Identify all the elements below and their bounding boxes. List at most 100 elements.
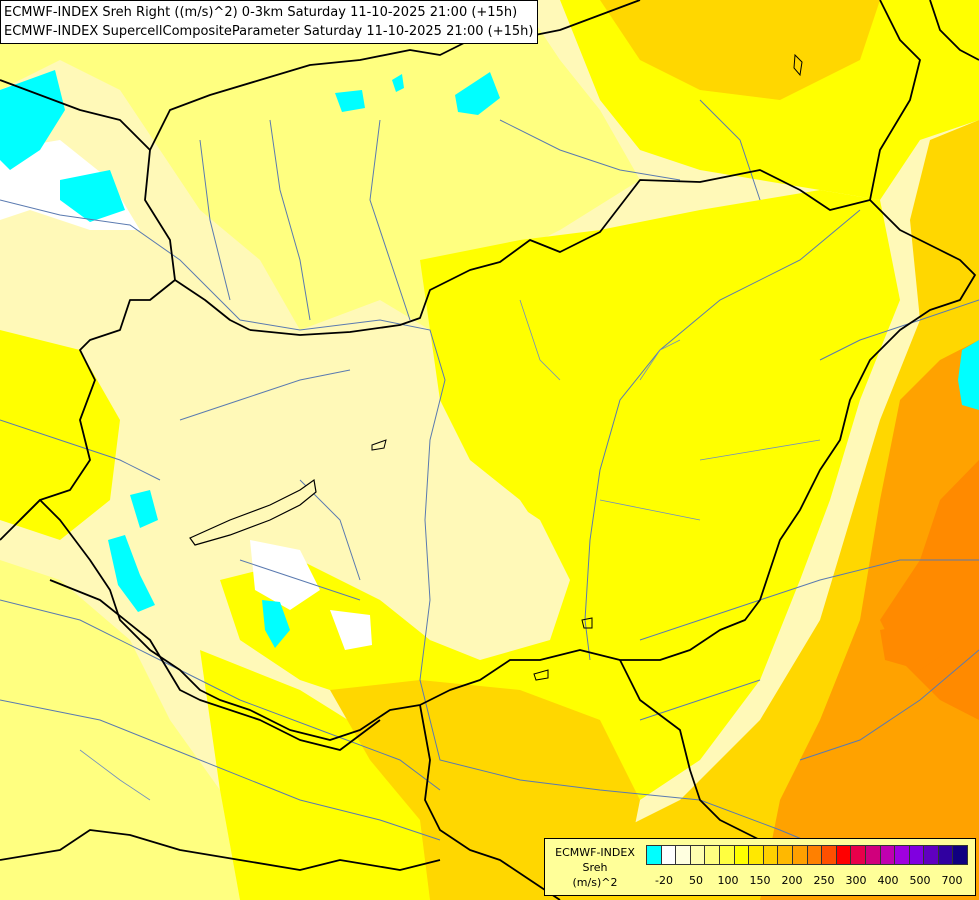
legend-swatch-19 bbox=[923, 845, 939, 865]
legend-swatch-2 bbox=[675, 845, 691, 865]
lake-balaton bbox=[189, 478, 317, 546]
legend-swatch-7 bbox=[748, 845, 764, 865]
legend-swatch-8 bbox=[762, 845, 779, 865]
legend-tick: 400 bbox=[877, 874, 899, 887]
contour-cyan-8 bbox=[262, 600, 290, 648]
legend-swatch-17 bbox=[894, 845, 910, 865]
legend-swatch-21 bbox=[952, 845, 969, 865]
border-ukraine-romania bbox=[869, 0, 921, 201]
waterway-1 bbox=[519, 299, 561, 381]
contour-light-southwest bbox=[0, 560, 240, 900]
legend-tick: 100 bbox=[717, 874, 739, 887]
river-danube bbox=[0, 199, 901, 881]
legend-ticks: -20 50 100 150 200 250 300 400 500 700 bbox=[646, 874, 976, 890]
legend-tick: -20 bbox=[655, 874, 673, 887]
contour-cyan-6 bbox=[108, 535, 155, 612]
legend: ECMWF-INDEX Sreh (m/s)^2 -20 50 100 150 200 2… bbox=[544, 838, 976, 896]
river-kapos bbox=[239, 559, 361, 601]
lake-small-2 bbox=[533, 669, 549, 681]
lake-small-4 bbox=[581, 617, 593, 629]
contour-pale-center bbox=[400, 470, 570, 660]
contour-yellow-central bbox=[220, 190, 900, 820]
contour-gold-north bbox=[600, 0, 880, 100]
legend-tick: 300 bbox=[845, 874, 867, 887]
legend-tick: 500 bbox=[909, 874, 931, 887]
border-croatia-serbia bbox=[419, 704, 561, 900]
waterway-2 bbox=[639, 339, 681, 381]
river-timis bbox=[639, 679, 761, 721]
legend-swatch-12 bbox=[821, 845, 837, 865]
legend-swatch-18 bbox=[908, 845, 925, 865]
border-east-top bbox=[929, 0, 979, 61]
lake-small-3 bbox=[793, 53, 803, 77]
contour-cyan-4 bbox=[335, 90, 365, 112]
contour-cyan-9 bbox=[958, 340, 979, 410]
legend-label: ECMWF-INDEX Sreh (m/s)^2 bbox=[549, 845, 641, 890]
river-hron bbox=[369, 119, 411, 321]
river-olt bbox=[799, 649, 979, 761]
contour-yellow-south bbox=[200, 650, 440, 900]
river-raba bbox=[179, 369, 351, 421]
lake-small-1 bbox=[371, 439, 387, 451]
river-west-1 bbox=[0, 419, 161, 481]
legend-swatch-1 bbox=[660, 845, 677, 865]
legend-swatch-16 bbox=[879, 845, 896, 865]
waterway-4 bbox=[599, 499, 701, 521]
legend-swatch-9 bbox=[777, 845, 793, 865]
border-serbia-romania bbox=[619, 659, 761, 841]
legend-tick: 150 bbox=[749, 874, 771, 887]
contour-white-pocket-2 bbox=[330, 610, 372, 650]
contour-cyan-nw bbox=[0, 70, 65, 170]
river-somes bbox=[819, 299, 979, 361]
border-czech-austria bbox=[0, 79, 251, 331]
legend-swatch-6 bbox=[733, 845, 750, 865]
river-sava bbox=[0, 699, 441, 841]
river-mures bbox=[639, 559, 979, 641]
minor-waterways bbox=[79, 299, 821, 801]
river-north-1 bbox=[499, 119, 681, 181]
contour-cyan-7 bbox=[130, 490, 158, 528]
legend-model: ECMWF-INDEX bbox=[555, 846, 635, 859]
legend-tick: 250 bbox=[813, 874, 835, 887]
river-tisza bbox=[584, 209, 861, 661]
legend-tick: 50 bbox=[689, 874, 703, 887]
legend-tick: 700 bbox=[941, 874, 963, 887]
legend-swatch-20 bbox=[937, 845, 954, 865]
legend-swatch-14 bbox=[850, 845, 866, 865]
contour-yellow-west bbox=[0, 330, 120, 540]
legend-swatch-4 bbox=[704, 845, 720, 865]
legend-swatch-10 bbox=[791, 845, 808, 865]
legend-tick: 200 bbox=[781, 874, 803, 887]
border-southwest bbox=[0, 829, 441, 871]
legend-swatch-15 bbox=[864, 845, 881, 865]
contour-cyan-2 bbox=[60, 170, 125, 222]
waterway-3 bbox=[699, 439, 821, 461]
contour-orange-east bbox=[760, 340, 979, 900]
border-slovakia-north bbox=[149, 0, 641, 151]
title-box: ECMWF-INDEX Sreh Right ((m/s)^2) 0-3km S… bbox=[0, 0, 539, 44]
border-austria-slovenia bbox=[0, 279, 176, 541]
legend-colorbar bbox=[646, 845, 969, 865]
legend-swatch-0 bbox=[646, 845, 662, 865]
contour-cyan-3 bbox=[455, 72, 500, 115]
river-north-2 bbox=[699, 99, 761, 201]
contour-pale-west bbox=[170, 330, 380, 500]
waterway-5 bbox=[79, 749, 151, 801]
river-morava bbox=[199, 139, 231, 301]
title-scp: ECMWF-INDEX SupercellCompositeParameter … bbox=[4, 24, 534, 39]
legend-swatch-13 bbox=[835, 845, 852, 865]
river-drava bbox=[0, 599, 441, 791]
legend-unit: (m/s)^2 bbox=[572, 876, 618, 889]
legend-swatch-11 bbox=[806, 845, 823, 865]
contour-cyan-5 bbox=[392, 74, 404, 92]
border-hungary bbox=[19, 169, 976, 741]
legend-variable: Sreh bbox=[582, 861, 608, 874]
legend-swatch-3 bbox=[689, 845, 706, 865]
legend-swatch-5 bbox=[718, 845, 735, 865]
river-vah bbox=[269, 119, 311, 321]
title-sreh: ECMWF-INDEX Sreh Right ((m/s)^2) 0-3km S… bbox=[4, 5, 518, 20]
contour-deep-orange-spot bbox=[880, 620, 950, 670]
border-croatia-bosnia bbox=[49, 579, 381, 751]
